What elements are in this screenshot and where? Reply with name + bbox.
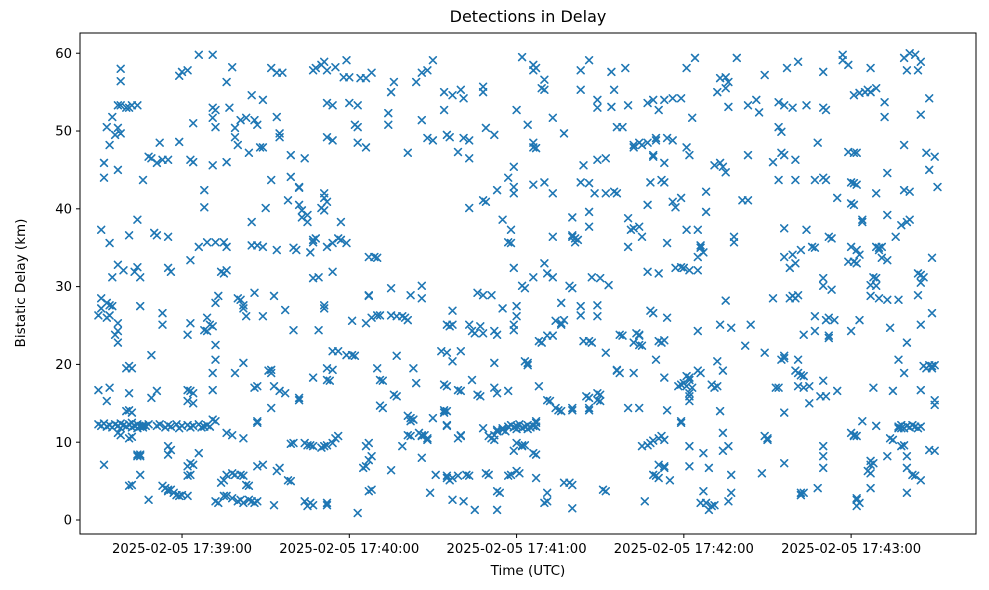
y-tick-label: 40 [55, 202, 72, 217]
x-tick-label: 2025-02-05 17:41:00 [447, 542, 587, 557]
y-axis-label: Bistatic Delay (km) [13, 218, 29, 348]
x-tick-label: 2025-02-05 17:43:00 [781, 542, 921, 557]
x-tick-label: 2025-02-05 17:40:00 [279, 542, 419, 557]
x-tick-label: 2025-02-05 17:42:00 [614, 542, 754, 557]
y-tick-label: 0 [64, 514, 72, 529]
chart-title: Detections in Delay [449, 7, 607, 26]
axes-frame [79, 32, 977, 535]
y-tick-label: 30 [55, 280, 72, 295]
x-tick-label: 2025-02-05 17:39:00 [112, 542, 252, 557]
scatter-points [94, 49, 942, 518]
y-tick-label: 10 [55, 436, 72, 451]
x-axis-label: Time (UTC) [490, 563, 566, 579]
y-tick-label: 50 [55, 125, 72, 140]
y-tick-label: 60 [55, 47, 72, 62]
y-tick-label: 20 [55, 358, 72, 373]
